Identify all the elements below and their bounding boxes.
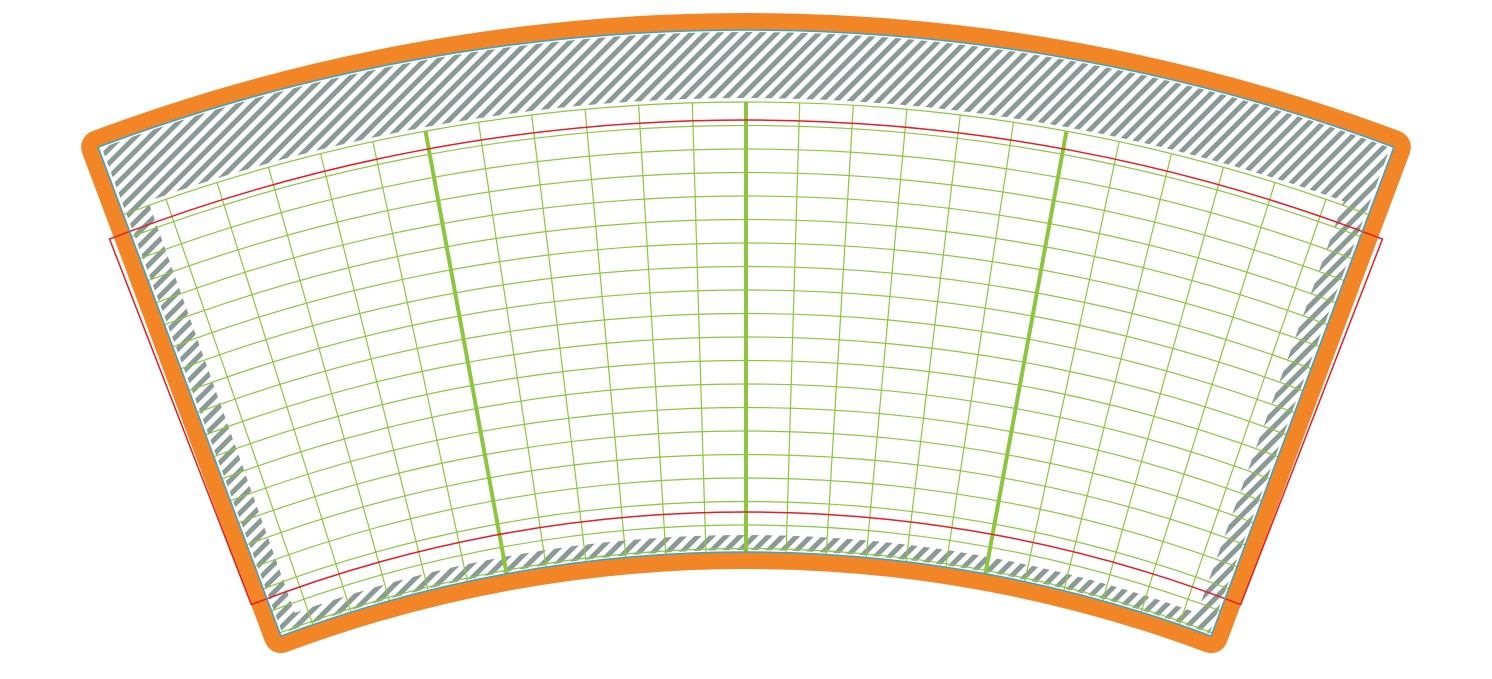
grid-radial [862,109,908,593]
cut-line [97,29,1395,637]
grid-radial [823,105,854,590]
grid-radial [1016,141,1120,616]
grid-radial [372,141,476,616]
cut-line-path [97,29,1395,637]
grid-radial [1054,153,1173,625]
grid-radial-major [423,130,515,609]
grid-radial [1092,167,1225,635]
grid-radial [584,109,630,593]
grid-radial [901,114,961,597]
grid-radial [531,114,591,597]
grid-radial [939,122,1015,602]
guide-grid [98,101,1394,637]
grid-radial [319,153,438,625]
safe-zone-path [108,119,1384,606]
safe-zone-line [108,119,1384,606]
grid-radial-major [977,130,1069,609]
grid-radial [1130,182,1276,637]
grid-radial [216,182,362,637]
grid-radial [267,167,400,635]
grid-radial [638,105,669,590]
grid-radial [784,102,801,588]
grid-radial [1167,199,1327,637]
grid-radial [477,122,553,602]
grid-radial [165,199,325,637]
grid-radial [691,102,708,588]
